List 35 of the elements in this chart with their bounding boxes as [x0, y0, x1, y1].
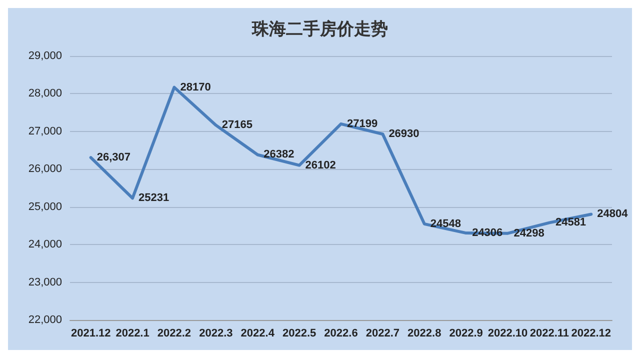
text: 24804: [597, 208, 628, 220]
x-tick-label: 2022.11: [530, 328, 570, 340]
y-tick-label: 28,000: [28, 88, 62, 100]
x-tick-label: 2022.5: [282, 328, 316, 340]
text: 26,307: [96, 152, 130, 164]
y-tick-label: 23,000: [28, 276, 62, 288]
x-tick-label: 2022.1: [116, 328, 150, 340]
text: 26930: [388, 128, 420, 140]
x-tick-label: 2022.2: [157, 328, 192, 340]
x-tick-label: 2022.7: [366, 328, 400, 340]
text: 27165: [222, 119, 253, 132]
y-tick-label: 29,000: [28, 50, 62, 62]
text: 28170: [180, 81, 211, 94]
y-tick-label: 24,000: [28, 238, 62, 251]
text: 26102: [305, 159, 336, 172]
text: 24306: [472, 227, 503, 240]
x-tick-label: 2022.10: [488, 328, 528, 340]
text: 24548: [430, 218, 461, 230]
text: 26382: [264, 148, 294, 161]
text: 24581: [555, 216, 586, 229]
x-tick-label: 2022.6: [324, 328, 358, 340]
y-tick-label: 27,000: [28, 125, 62, 138]
x-tick-label: 2022.8: [408, 328, 442, 340]
x-tick-label: 2022.4: [240, 328, 276, 340]
x-tick-label: 2022.12: [571, 328, 612, 340]
y-tick-label: 22,000: [28, 314, 62, 326]
y-tick-label: 25,000: [28, 200, 62, 213]
chart-title: 珠海二手房价走势: [251, 20, 388, 40]
x-tick-label: 2021.12: [70, 328, 111, 340]
x-tick-label: 2022.9: [449, 328, 483, 340]
y-tick-label: 26,000: [28, 163, 62, 176]
text: 27199: [347, 118, 378, 130]
x-tick-label: 2022.3: [199, 328, 233, 340]
text: 24298: [514, 227, 544, 240]
text: 25231: [138, 192, 170, 204]
